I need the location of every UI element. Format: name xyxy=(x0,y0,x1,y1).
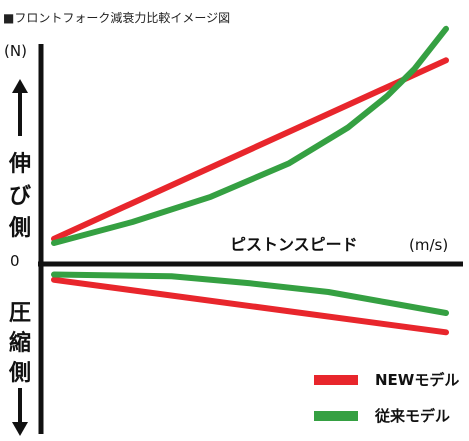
compression-side-label-char: 圧 xyxy=(9,301,31,326)
old-model-rebound-line xyxy=(51,25,449,246)
x-axis-unit: (m/s) xyxy=(409,236,448,254)
y-axis-unit: (N) xyxy=(4,42,27,60)
new-model-rebound-line xyxy=(51,57,449,242)
rebound-side-label-char: 伸 xyxy=(8,152,31,177)
compression-side-label-char: 縮 xyxy=(9,330,31,356)
zero-label: 0 xyxy=(10,252,20,270)
old-model-compression-line xyxy=(51,271,449,316)
legend-old-model-label: 従来モデル xyxy=(374,407,450,425)
rebound-side-label-char: 側 xyxy=(8,216,31,241)
y-axis-down-arrow xyxy=(12,388,28,436)
rebound-side-label-char: び xyxy=(9,184,31,209)
x-axis-label: ピストンスピード xyxy=(230,235,358,254)
legend-new-model-swatch xyxy=(314,375,358,385)
chart-title: ■フロントフォーク減衰力比較イメージ図 xyxy=(3,10,230,25)
compression-side-label-char: 側 xyxy=(8,361,31,386)
legend-old-model-swatch xyxy=(314,411,358,421)
y-axis-up-arrow xyxy=(12,79,28,136)
plot-lines xyxy=(51,25,449,336)
rebound-side-label: 伸び側 xyxy=(8,152,31,241)
legend: NEWモデル 従来モデル xyxy=(314,371,459,425)
legend-new-model-label: NEWモデル xyxy=(375,371,459,389)
new-model-compression-line xyxy=(51,276,449,336)
compression-side-label: 圧縮側 xyxy=(8,301,31,386)
